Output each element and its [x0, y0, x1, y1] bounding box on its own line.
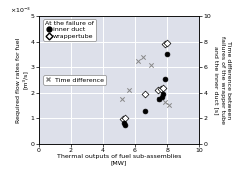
Point [122, 122, 126, 125]
Legend:   Time difference: Time difference [43, 75, 106, 84]
Point [127, 89, 131, 91]
Point [123, 117, 127, 120]
Point [143, 93, 147, 95]
Point [160, 95, 164, 98]
Point [156, 89, 160, 91]
Text: $\times10^{-3}$: $\times10^{-3}$ [10, 6, 31, 15]
Point [157, 98, 161, 100]
Y-axis label: Required flow rates for fuel
[m³/s]: Required flow rates for fuel [m³/s] [16, 37, 28, 123]
Point [149, 63, 153, 66]
Point [161, 93, 165, 95]
Point [167, 104, 171, 107]
Y-axis label: Time difference between
failures of the wrapper tube
and the inner duct [s]: Time difference between failures of the … [214, 36, 232, 124]
Point [141, 56, 145, 58]
Point [165, 53, 169, 56]
Point [121, 118, 125, 121]
Point [157, 98, 161, 100]
X-axis label: Thermal outputs of fuel sub-assemblies
[MW]: Thermal outputs of fuel sub-assemblies [… [57, 154, 181, 166]
Point [163, 100, 167, 103]
Point [165, 42, 169, 44]
Point [163, 77, 167, 80]
Point [136, 60, 140, 62]
Point [120, 98, 124, 100]
Point [159, 88, 163, 90]
Point [163, 43, 167, 46]
Point [161, 86, 165, 89]
Point [143, 109, 147, 112]
Point [123, 123, 127, 126]
